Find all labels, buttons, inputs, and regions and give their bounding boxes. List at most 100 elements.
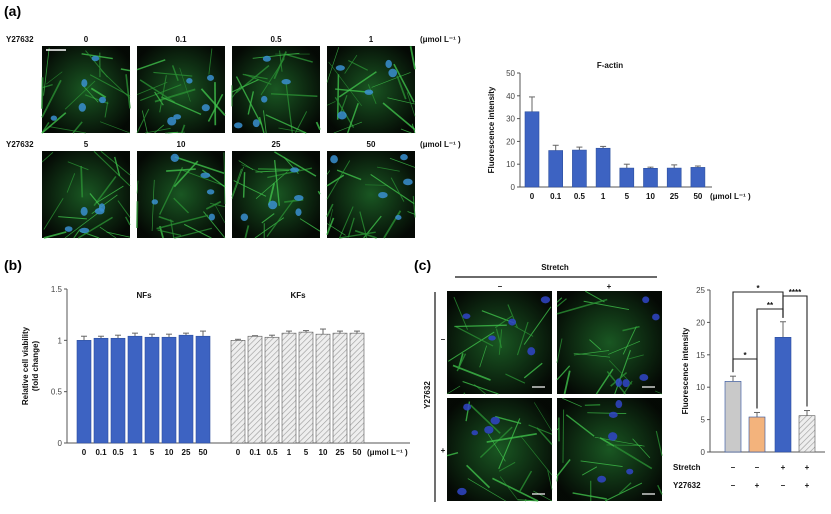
actin-fiber [618,482,632,495]
nucleus [200,172,211,179]
nucleus [364,89,374,95]
actin-fiber [139,79,176,104]
actin-fiber [326,170,331,175]
actin-fiber [498,329,503,355]
actin-fiber [371,72,411,88]
actin-fiber [93,150,131,187]
actin-fiber [632,438,651,459]
nucleus [78,103,86,112]
image-glow [42,151,130,238]
nucleus [471,430,478,436]
bar [178,334,194,444]
actin-fiber [157,229,182,236]
bar [748,416,766,453]
actin-fiber [255,169,290,173]
actin-fiber [326,101,336,106]
actin-fiber [41,112,67,134]
actin-fiber [499,476,518,500]
actin-fiber [614,350,631,395]
nucleus [240,213,249,222]
nucleus [173,114,182,120]
bar [643,168,658,188]
actin-fiber [266,199,295,237]
actin-fiber [572,492,607,500]
stretch-minus: – [498,282,503,291]
y-tick-label: 40 [506,92,515,101]
actin-fiber [348,59,368,71]
actin-fiber [286,53,313,63]
stretch-sign: + [805,463,810,472]
y-tick-label: 5 [701,416,706,425]
actin-fiber [556,459,571,477]
nucleus [50,115,58,121]
nucleus [151,199,159,205]
actin-fiber [231,166,244,200]
actin-fiber [136,59,166,71]
actin-fiber [267,182,276,206]
actin-fiber [173,160,199,188]
actin-fiber [359,211,368,239]
bar [93,337,109,444]
x-tick-label: 1 [287,448,292,457]
nucleus [642,296,650,304]
actin-fiber [174,156,225,174]
nucleus [293,194,304,201]
stretch-sign: + [781,463,786,472]
y-tick-label: 25 [696,286,705,295]
nucleus [490,416,500,425]
bar [349,332,365,444]
actin-fiber [173,197,190,214]
unit-label-row1: (μmol L⁻¹ ) [420,35,461,44]
actin-fiber [235,64,270,94]
actin-fiber [77,216,113,239]
nucleus [652,313,660,321]
nucleus [385,59,392,69]
actin-fiber [205,200,222,210]
actin-fiber [370,173,415,205]
bar [298,331,314,444]
y-axis-label: Relative cell viability [21,326,30,405]
bar [315,333,331,444]
actin-fiber [556,427,560,431]
chart-stretch-fluorescence: 0 5 10 15 20 25 Fluorescence intensity – – – + + – + +… [673,284,825,490]
nucleus [295,208,302,216]
actin-fiber [120,68,131,72]
actin-fiber [365,184,388,186]
nucleus [400,154,408,161]
actin-fiber [326,174,345,187]
actin-fiber [613,445,653,470]
actin-fiber [117,200,131,218]
bar [619,167,635,188]
actin-fiber [299,218,321,232]
nucleus [388,68,398,78]
actin-fiber [144,127,171,134]
actin-fiber [326,217,335,236]
bar [264,336,280,444]
actin-fiber [114,156,121,177]
nucleus [626,468,634,475]
actin-fiber [599,437,615,447]
actin-fiber [518,470,533,493]
actin-fiber [170,219,175,239]
x-tick-label: 0.1 [550,192,562,201]
actin-fiber [151,179,155,232]
actin-fiber [231,79,259,93]
row-label-stretch: Stretch [673,463,701,472]
actin-fiber [166,168,196,172]
actin-fiber [584,404,601,407]
actin-fiber [136,180,139,194]
bar [127,335,143,444]
x-tick-label: 0 [530,192,535,201]
microscopy-image [136,46,226,134]
actin-fiber [466,464,491,489]
actin-fiber [326,160,351,200]
y-tick-label: 30 [506,115,515,124]
y27632-sign: – [781,481,786,490]
actin-fiber [585,290,605,303]
actin-fiber [336,74,340,120]
actin-fiber [469,404,501,434]
actin-fiber [328,61,362,106]
actin-fiber [125,216,131,226]
actin-fiber [159,75,167,113]
